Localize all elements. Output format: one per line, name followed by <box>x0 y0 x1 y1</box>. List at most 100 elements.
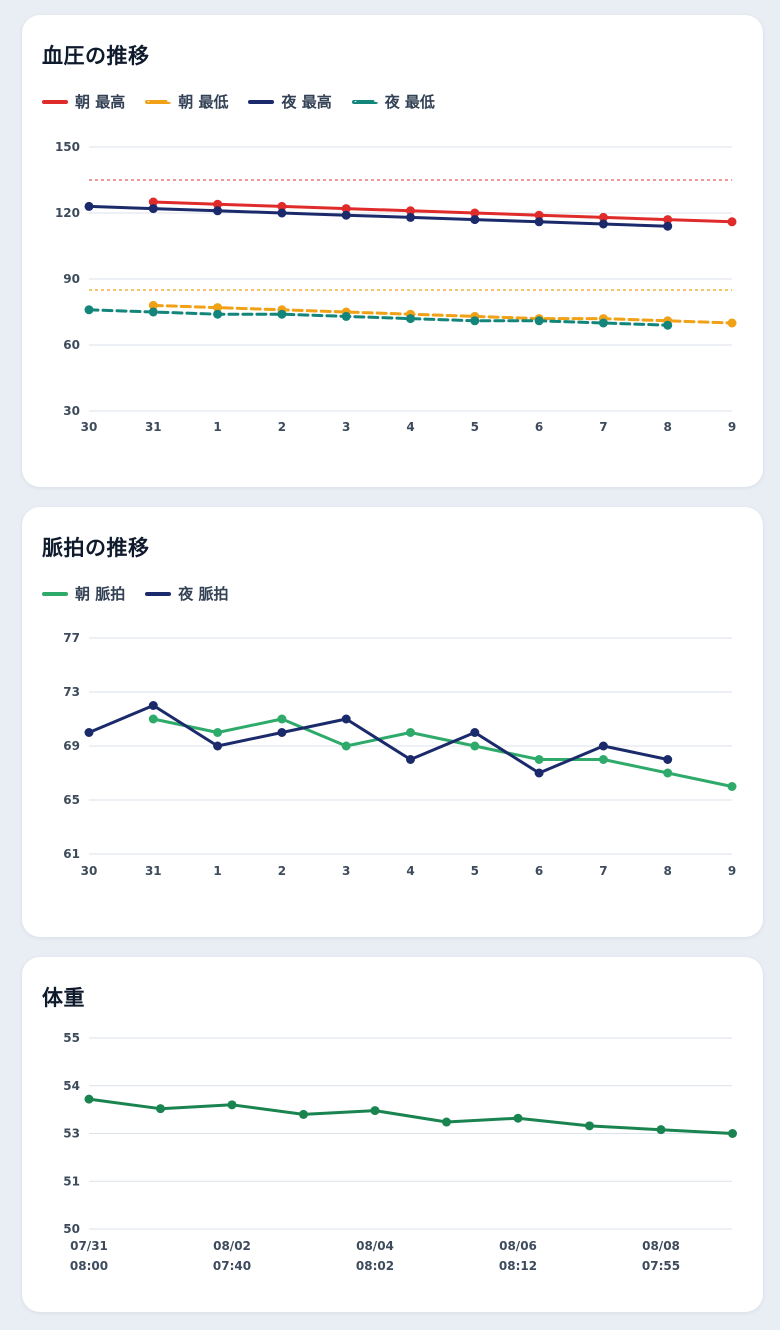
series-line <box>151 200 734 224</box>
series-line <box>87 204 670 228</box>
x-tick-label: 8 <box>664 864 672 878</box>
data-point <box>84 728 94 737</box>
x-tick-label: 3 <box>342 864 350 878</box>
x-tick-label: 2 <box>278 420 286 434</box>
y-tick-label: 55 <box>63 1031 80 1045</box>
x-tick-label: 9 <box>728 420 736 434</box>
x-tick-label: 31 <box>145 864 162 878</box>
data-point <box>598 212 608 222</box>
legend-label-pm-pulse: 夜 脈拍 <box>178 585 229 603</box>
data-point <box>442 1117 451 1127</box>
data-point <box>727 318 737 328</box>
data-point <box>148 197 158 207</box>
data-point <box>213 741 223 751</box>
x-tick-label: 30 <box>81 420 98 434</box>
legend-item-pm-diastolic[interactable]: 夜 最低 <box>351 91 435 112</box>
bp-card: 血圧の推移 朝 最高 朝 最低 夜 最高 夜 最低 150 120 90 60 30 30… <box>22 15 763 487</box>
data-point <box>663 320 673 330</box>
data-point <box>470 728 480 737</box>
data-point <box>406 728 415 737</box>
data-point <box>406 206 415 216</box>
data-point <box>213 728 223 737</box>
legend-item-am-diastolic[interactable]: 朝 最低 <box>145 91 228 112</box>
data-point <box>277 201 287 211</box>
legend-swatch-am-pulse <box>42 591 68 596</box>
data-point <box>470 741 480 751</box>
legend-swatch-am-systolic <box>42 99 68 104</box>
x-tick-date: 08/02 <box>213 1239 251 1253</box>
x-tick-label: 6 <box>535 864 543 878</box>
x-tick-label: 30 <box>81 864 98 878</box>
data-point <box>663 768 673 778</box>
legend-label-am-systolic: 朝 最高 <box>75 93 126 111</box>
y-tick-label: 77 <box>63 631 80 645</box>
y-tick-label: 61 <box>63 847 80 861</box>
data-point <box>534 768 544 778</box>
data-point <box>370 1106 380 1116</box>
data-point <box>341 741 351 751</box>
data-point <box>213 309 223 319</box>
legend-swatch-pm-diastolic <box>351 99 378 104</box>
y-tick-label: 60 <box>63 338 80 352</box>
data-point <box>148 714 158 724</box>
y-tick-label: 73 <box>63 685 80 699</box>
data-point <box>277 208 287 218</box>
data-point <box>299 1109 308 1119</box>
data-point <box>84 1094 94 1104</box>
data-point <box>534 210 544 220</box>
legend-item-am-pulse[interactable]: 朝 脈拍 <box>42 583 125 604</box>
data-point <box>728 1129 737 1138</box>
x-tick-label: 4 <box>406 864 414 878</box>
data-point <box>513 1113 523 1123</box>
x-tick-label: 3 <box>342 420 350 434</box>
legend-swatch-am-diastolic <box>145 99 172 104</box>
x-tick-time: 08:00 <box>70 1259 108 1273</box>
y-tick-label: 90 <box>63 272 80 286</box>
data-point <box>148 307 158 317</box>
data-point <box>156 1104 165 1114</box>
y-tick-label: 51 <box>63 1174 80 1188</box>
data-point <box>277 728 287 737</box>
data-point <box>148 701 158 710</box>
weight-title: 体重 <box>42 986 85 1010</box>
legend-item-pm-pulse[interactable]: 夜 脈拍 <box>145 583 228 604</box>
data-point <box>598 318 608 328</box>
series-line <box>87 704 670 775</box>
x-tick-label: 2 <box>278 864 286 878</box>
y-tick-label: 53 <box>63 1127 80 1141</box>
legend-label-am-diastolic: 朝 最低 <box>178 93 229 111</box>
legend-label-am-pulse: 朝 脈拍 <box>75 585 126 603</box>
x-tick-date: 08/04 <box>356 1239 394 1253</box>
data-point <box>213 206 223 216</box>
data-point <box>84 201 94 211</box>
x-tick-label: 8 <box>664 420 672 434</box>
bp-title: 血圧の推移 <box>42 44 150 68</box>
x-tick-date: 07/31 <box>70 1239 108 1253</box>
legend-label-pm-systolic: 夜 最高 <box>281 93 332 111</box>
data-point <box>663 221 673 231</box>
x-tick-time: 07:55 <box>642 1259 680 1273</box>
pulse-card: 脈拍の推移 朝 脈拍 夜 脈拍 77 73 69 65 61 30 31 1 2 3 4 5 6 7 8 9 <box>22 507 763 937</box>
y-tick-label: 120 <box>55 206 80 220</box>
series-line <box>151 717 734 788</box>
x-tick-label: 5 <box>471 864 479 878</box>
x-tick-time: 08:12 <box>499 1259 537 1273</box>
legend-label-pm-diastolic: 夜 最低 <box>384 93 435 111</box>
pulse-title: 脈拍の推移 <box>42 536 150 560</box>
series-line <box>151 303 734 325</box>
x-tick-date: 08/06 <box>499 1239 537 1253</box>
data-point <box>277 714 287 724</box>
bp-legend: 朝 最高 朝 最低 夜 最高 夜 最低 <box>42 91 435 112</box>
x-tick-date: 08/08 <box>642 1239 680 1253</box>
legend-item-pm-systolic[interactable]: 夜 最高 <box>248 91 332 112</box>
data-point <box>227 1100 237 1110</box>
data-point <box>341 311 351 321</box>
data-point <box>341 210 351 220</box>
data-point <box>534 755 544 764</box>
x-tick-time: 08:02 <box>356 1259 394 1273</box>
legend-item-am-systolic[interactable]: 朝 最高 <box>42 91 125 112</box>
series-line <box>87 1097 734 1135</box>
pulse-legend: 朝 脈拍 夜 脈拍 <box>42 583 228 604</box>
